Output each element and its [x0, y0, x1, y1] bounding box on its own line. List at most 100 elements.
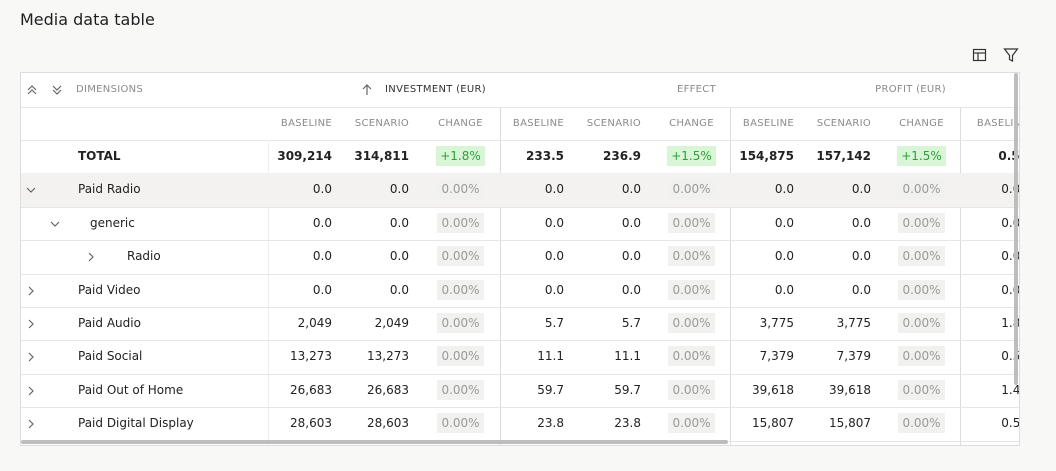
value-cell: 0.0	[312, 282, 332, 297]
change-badge: 0.00%	[437, 279, 484, 300]
column-header: SCENARIO	[816, 118, 871, 129]
value-cell: 39,618	[829, 382, 871, 397]
change-cell: 0.00%	[421, 240, 500, 273]
change-badge: 0.00%	[437, 212, 484, 233]
value-cell: 0.00	[1001, 282, 1019, 297]
value-cell: 3,775	[836, 316, 871, 330]
group-header: EFFECT	[676, 84, 716, 95]
expand-all[interactable]	[50, 83, 64, 97]
value-cell: 0.54	[1001, 349, 1019, 364]
change-badge: 0.00%	[898, 313, 945, 333]
value-cell: 0.0	[851, 282, 871, 297]
change-badge: 0.00%	[668, 313, 715, 333]
expand-row[interactable]	[24, 284, 38, 298]
row-label: TOTAL	[78, 149, 121, 163]
row-divider	[21, 273, 1019, 275]
value-cell: 0.00	[1001, 182, 1019, 197]
column-header: BASELINE	[742, 118, 794, 129]
change-cell: 0.00%	[421, 173, 500, 206]
change-badge: 0.00%	[437, 379, 484, 400]
group-header: PROFIT (EUR)	[875, 84, 946, 95]
value-cell: 15,807	[829, 416, 871, 431]
expand-row[interactable]	[24, 317, 38, 331]
value-cell: 0.0	[389, 182, 409, 197]
change-cell: 0.00%	[883, 207, 960, 240]
change-badge: 0.00%	[668, 379, 715, 400]
expand-row[interactable]	[24, 417, 38, 431]
expand-row[interactable]	[84, 250, 98, 264]
change-badge: 0.00%	[898, 246, 945, 267]
value-cell: 7,379	[836, 349, 871, 364]
value-cell: 0.0	[389, 282, 409, 297]
value-cell: 0.0	[774, 215, 794, 230]
value-cell: 1.44	[1001, 382, 1020, 397]
value-cell: 11.1	[614, 349, 641, 364]
value-cell: 1.84	[1001, 316, 1019, 330]
filter-button[interactable]	[1003, 47, 1019, 63]
change-badge: 0.00%	[668, 246, 715, 267]
value-cell: 59.7	[537, 382, 564, 397]
collapse-all[interactable]	[25, 83, 39, 97]
value-cell: 0.0	[774, 249, 794, 264]
change-badge: +1.8%	[436, 146, 485, 166]
value-cell: 0.51	[1001, 416, 1020, 431]
value-cell: 0.0	[389, 215, 409, 230]
value-cell: 0.0	[621, 249, 641, 264]
value-cell: 39,618	[752, 382, 794, 397]
value-cell: 0.0	[774, 182, 794, 197]
change-cell: 0.00%	[421, 407, 500, 440]
value-cell: 0.0	[851, 215, 871, 230]
dimension-separator	[268, 140, 269, 445]
change-badge: 0.00%	[668, 279, 715, 300]
change-cell: 0.00%	[653, 374, 730, 407]
row-label: Paid Digital Display	[78, 416, 194, 431]
sort-ascending-icon[interactable]	[360, 83, 374, 97]
change-badge: 0.00%	[668, 346, 715, 367]
dimensions-header: DIMENSIONS	[76, 84, 144, 95]
change-badge: +1.5%	[667, 146, 716, 166]
value-cell: 7,379	[759, 349, 794, 364]
row-label: Paid Social	[78, 349, 143, 364]
value-cell: 314,811	[354, 149, 409, 163]
value-cell: 11.1	[537, 349, 564, 364]
change-badge: 0.00%	[898, 379, 945, 400]
change-badge: 0.00%	[898, 212, 945, 233]
page-title: Media data table	[20, 10, 155, 29]
value-cell: 0.0	[851, 182, 871, 197]
row-label: Radio	[127, 249, 161, 264]
value-cell: 0.0	[621, 282, 641, 297]
expand-row[interactable]	[24, 350, 38, 364]
group-separator	[500, 107, 501, 445]
value-cell: 26,683	[290, 382, 332, 397]
collapse-row[interactable]	[48, 217, 62, 231]
change-badge: +1.5%	[897, 146, 946, 166]
column-header: SCENARIO	[354, 118, 409, 129]
value-cell: 0.00	[1001, 249, 1019, 264]
vertical-scrollbar[interactable]	[1014, 73, 1018, 385]
row-divider	[21, 407, 1019, 409]
value-cell: 2,049	[374, 316, 409, 330]
value-cell: 157,142	[816, 149, 871, 163]
change-cell: 0.00%	[883, 407, 960, 440]
column-header: CHANGE	[438, 118, 483, 129]
columns-button[interactable]	[972, 47, 988, 63]
group-header[interactable]: INVESTMENT (EUR)	[385, 84, 486, 95]
change-badge: 0.00%	[437, 246, 484, 267]
collapse-row[interactable]	[24, 183, 38, 197]
row-label: Paid Radio	[78, 182, 141, 197]
value-cell: 0.50	[998, 149, 1019, 163]
row-divider	[21, 373, 1019, 375]
expand-row[interactable]	[24, 384, 38, 398]
value-cell: 59.7	[614, 382, 641, 397]
row-label: generic	[90, 215, 135, 230]
column-header: BASELINE	[976, 118, 1019, 129]
change-badge: 0.00%	[437, 313, 484, 333]
change-cell: 0.00%	[883, 340, 960, 373]
row-divider	[21, 206, 1019, 208]
value-cell: 309,214	[277, 149, 332, 163]
value-cell: 23.8	[614, 416, 641, 431]
value-cell: 23.8	[537, 416, 564, 431]
value-cell: 0.0	[851, 249, 871, 264]
change-cell: 0.00%	[653, 340, 730, 373]
